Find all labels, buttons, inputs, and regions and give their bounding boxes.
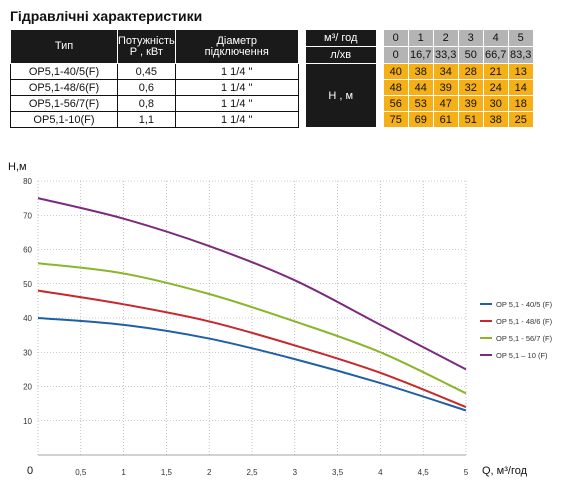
y-tick-label: 40 [23,314,32,323]
x-tick-label: 2,5 [246,468,258,477]
legend-entry: OP 5,1 - 40/5 (F) [496,300,553,309]
legend: OP 5,1 - 40/5 (F) OP 5,1 - 48/6 (F) OP 5,1… [480,300,553,360]
header-power: Потужність P , кВт [117,29,176,64]
row-type: OP5,1-48/6(F) [10,79,118,96]
flow-l-5: 83,3 [507,46,534,64]
x-tick-label: 2 [207,468,212,477]
head-value: 13 [507,63,534,80]
series-line-2 [37,289,467,408]
head-value: 30 [482,95,509,112]
legend-entry: OP 5,1 – 10 (F) [496,351,548,360]
head-value: 48 [382,79,409,96]
y-tick-label: 20 [23,383,32,392]
row-power: 0,8 [117,95,176,112]
head-value: 32 [457,79,484,96]
header-power-line1: Потужність [118,34,175,47]
series-line-4 [37,197,467,371]
flow-m3-4: 4 [482,29,509,47]
row-power: 0,45 [117,63,176,80]
series-line-3 [37,262,467,395]
row-diameter: 1 1/4 " [174,63,299,80]
head-value: 24 [482,79,509,96]
x-ticks: 0 0,5 1 1,5 2 2,5 3 3,5 4 4,5 5 [27,465,469,477]
row-type: OP5,1-56/7(F) [10,95,118,112]
head-value: 25 [507,111,534,128]
header-flow-m3: м³/ год [304,29,377,47]
x-tick-label: 3 [293,468,298,477]
x-tick-label: 5 [464,468,469,477]
x-tick-label: 0,5 [75,468,87,477]
header-head: H , м [304,63,377,128]
flow-l-0: 0 [382,46,409,64]
header-power-line2: P , кВт [129,45,163,58]
x-tick-label: 3,5 [332,468,344,477]
page-title: Гідравлічні характеристики [10,8,203,24]
row-diameter: 1 1/4 " [174,111,299,128]
head-value: 38 [482,111,509,128]
flow-l-2: 33,3 [432,46,459,64]
series-group [37,197,467,412]
header-diameter: Діаметр підключення [174,29,299,64]
x-tick-label: 1 [121,468,126,477]
head-value: 21 [482,63,509,80]
grid [37,180,467,456]
y-axis-label: H,м [8,161,27,173]
y-tick-label: 10 [23,417,32,426]
head-value: 47 [432,95,459,112]
row-type: OP5,1-40/5(F) [10,63,118,80]
y-ticks: 10 20 30 40 50 60 70 80 [23,177,32,426]
y-tick-label: 50 [23,280,32,289]
x-axis-label: Q, м³/год [482,465,528,477]
legend-entry: OP 5,1 - 56/7 (F) [496,334,553,343]
header-diameter-line2: підключення [204,45,269,58]
y-tick-label: 30 [23,348,32,357]
flow-m3-1: 1 [407,29,434,47]
header-diameter-line1: Діаметр [216,34,257,47]
y-tick-label: 80 [23,177,32,186]
row-power: 1,1 [117,111,176,128]
head-value: 40 [382,63,409,80]
y-tick-label: 60 [23,246,32,255]
x-tick-label: 0 [27,465,33,477]
y-tick-label: 70 [23,211,32,220]
flow-l-1: 16,7 [407,46,434,64]
x-tick-label: 1,5 [161,468,173,477]
series-line-1 [37,317,467,412]
legend-entry: OP 5,1 - 48/6 (F) [496,317,553,326]
flow-m3-0: 0 [382,29,409,47]
x-tick-label: 4,5 [418,468,430,477]
head-value: 75 [382,111,409,128]
head-value: 61 [432,111,459,128]
spec-table: Тип Потужність P , кВт Діаметр підключен… [10,29,534,128]
x-tick-label: 4 [378,468,383,477]
row-type: OP5,1-10(F) [10,111,118,128]
